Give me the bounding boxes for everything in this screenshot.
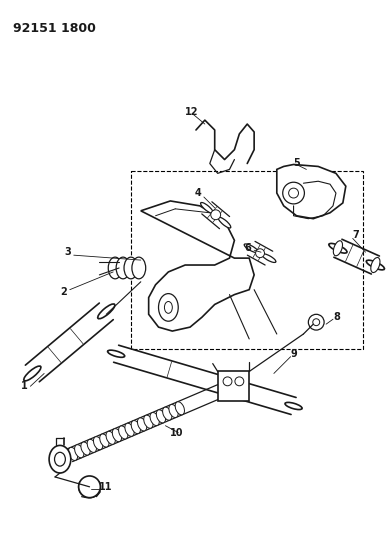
Ellipse shape [68, 447, 77, 461]
Ellipse shape [98, 304, 115, 319]
Ellipse shape [87, 439, 96, 453]
Text: 1: 1 [21, 381, 27, 391]
Ellipse shape [49, 446, 71, 473]
Ellipse shape [333, 241, 342, 256]
Ellipse shape [79, 476, 100, 498]
Ellipse shape [54, 453, 65, 466]
Ellipse shape [93, 437, 103, 450]
Text: 10: 10 [170, 427, 184, 438]
Ellipse shape [75, 445, 84, 458]
Ellipse shape [218, 217, 231, 228]
Ellipse shape [256, 249, 265, 257]
Ellipse shape [289, 188, 298, 198]
Ellipse shape [175, 402, 184, 415]
Ellipse shape [163, 407, 172, 420]
Ellipse shape [165, 302, 172, 313]
Ellipse shape [366, 260, 384, 270]
Ellipse shape [137, 418, 147, 431]
Ellipse shape [211, 210, 221, 220]
Ellipse shape [159, 294, 178, 321]
Ellipse shape [235, 377, 244, 386]
Text: 12: 12 [185, 107, 199, 117]
Ellipse shape [313, 319, 320, 326]
Ellipse shape [106, 431, 115, 445]
Ellipse shape [100, 434, 109, 447]
Ellipse shape [124, 257, 138, 279]
Ellipse shape [283, 182, 305, 204]
Text: 9: 9 [291, 349, 297, 359]
Ellipse shape [169, 405, 178, 417]
Text: 11: 11 [99, 482, 113, 492]
Ellipse shape [132, 257, 146, 279]
Polygon shape [277, 165, 346, 219]
Text: 2: 2 [60, 287, 67, 297]
Ellipse shape [262, 254, 276, 262]
Ellipse shape [131, 421, 140, 434]
Ellipse shape [244, 244, 258, 253]
Ellipse shape [24, 366, 41, 381]
Ellipse shape [112, 429, 122, 442]
Ellipse shape [156, 410, 166, 423]
Ellipse shape [371, 257, 380, 272]
Ellipse shape [223, 377, 232, 386]
Polygon shape [141, 201, 254, 331]
Ellipse shape [144, 415, 153, 429]
Ellipse shape [108, 257, 122, 279]
Ellipse shape [119, 426, 128, 439]
Text: 6: 6 [244, 243, 251, 253]
Ellipse shape [108, 350, 125, 357]
Ellipse shape [150, 413, 159, 425]
Ellipse shape [81, 442, 90, 455]
Ellipse shape [308, 314, 324, 330]
Text: 3: 3 [64, 247, 71, 257]
Text: 8: 8 [333, 312, 340, 322]
Ellipse shape [201, 203, 213, 213]
Text: 4: 4 [195, 188, 202, 198]
Ellipse shape [285, 402, 302, 409]
Ellipse shape [116, 257, 130, 279]
Ellipse shape [329, 244, 347, 253]
Text: 92151 1800: 92151 1800 [12, 21, 96, 35]
Text: 5: 5 [294, 158, 300, 168]
Text: 7: 7 [353, 230, 359, 240]
Bar [131, 172, 363, 349]
Bar [218, 372, 249, 401]
Ellipse shape [125, 423, 134, 437]
